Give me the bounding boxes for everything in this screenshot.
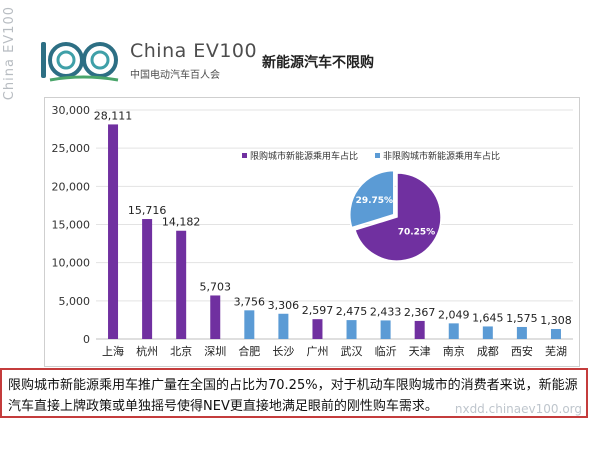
bar-value-label: 2,475 [336,305,368,318]
bar-value-label: 28,111 [94,109,132,122]
bar-value-label: 1,645 [472,311,504,324]
bar [176,230,187,339]
x-tick-label: 深圳 [204,345,226,358]
corner-logo-text: China EV100 [2,6,17,101]
x-tick-label: 上海 [102,344,124,358]
bar [414,320,425,339]
bar [278,313,289,339]
corner-logo: China EV100 [0,0,26,110]
bar-value-label: 3,756 [234,295,265,308]
bar-value-label: 2,049 [438,308,470,321]
bar-value-label: 2,367 [404,306,436,319]
bar-value-label: 5,703 [200,280,232,293]
x-tick-label: 武汉 [341,345,363,358]
y-tick-label: 10,000 [52,257,91,270]
pie-legend-label: 限购城市新能源乘用车占比 [250,150,358,162]
x-tick-label: 成都 [477,345,499,358]
x-tick-label: 南京 [443,344,465,358]
pie-slice-label: 70.25% [398,227,436,237]
x-tick-label: 北京 [170,344,192,358]
bar [312,319,323,339]
bar-value-label: 2,433 [370,305,402,318]
caption-box: 限购城市新能源乘用车推广量在全国的占比为70.25%，对于机动车限购城市的消费者… [0,368,588,418]
bar [516,326,527,339]
bar [108,124,119,339]
y-tick-label: 30,000 [52,104,91,117]
x-tick-label: 合肥 [238,344,260,358]
x-tick-label: 杭州 [136,344,158,358]
bar-value-label: 1,575 [506,312,537,325]
slide-header: China EV100 中国电动汽车百人会 新能源汽车不限购 [38,38,578,88]
pie-slice-label: 29.75% [356,196,394,206]
bar [550,329,561,339]
bar [142,219,153,339]
brand-name: China EV100 [130,40,258,62]
pie-legend-marker [375,153,380,158]
bar-value-label: 15,716 [128,204,167,217]
y-tick-label: 5,000 [59,295,91,308]
x-tick-label: 芜湖 [545,344,567,358]
chart-container: 0 5,000 10,000 15,000 20,000 25,000 30,000 28,1… [44,97,580,367]
x-tick-label: 广州 [306,345,328,358]
bar-chart: 0 5,000 10,000 15,000 20,000 25,000 30,000 28,1… [52,104,573,358]
pie-legend-label: 非限购城市新能源乘用车占比 [383,150,500,162]
y-tick-label: 15,000 [52,219,91,232]
bar [380,320,391,339]
pie-slice [349,169,395,229]
bar-value-label: 1,308 [540,314,572,327]
brand-subtitle: 中国电动汽车百人会 [130,70,220,81]
y-tick-label: 25,000 [52,142,91,155]
y-tick-label: 0 [83,333,90,346]
y-tick-label: 20,000 [52,180,91,193]
ev100-logo-icon [41,42,119,82]
watermark: nxdd.chinaev100.org [454,402,582,416]
bar [448,323,459,339]
bar-value-label: 14,182 [162,216,201,229]
pie-legend-marker [242,153,247,158]
x-tick-label: 西安 [511,344,533,358]
x-tick-label: 长沙 [272,345,294,358]
x-tick-label: 天津 [409,345,431,358]
bar [244,310,255,339]
slide-title: 新能源汽车不限购 [262,55,374,71]
bar-value-label: 3,306 [268,299,300,312]
bar [482,326,493,339]
x-tick-label: 临沂 [375,344,397,358]
pie-slice [354,172,442,262]
bar-value-label: 2,597 [302,304,334,317]
bar [346,320,357,339]
bar [210,295,221,339]
